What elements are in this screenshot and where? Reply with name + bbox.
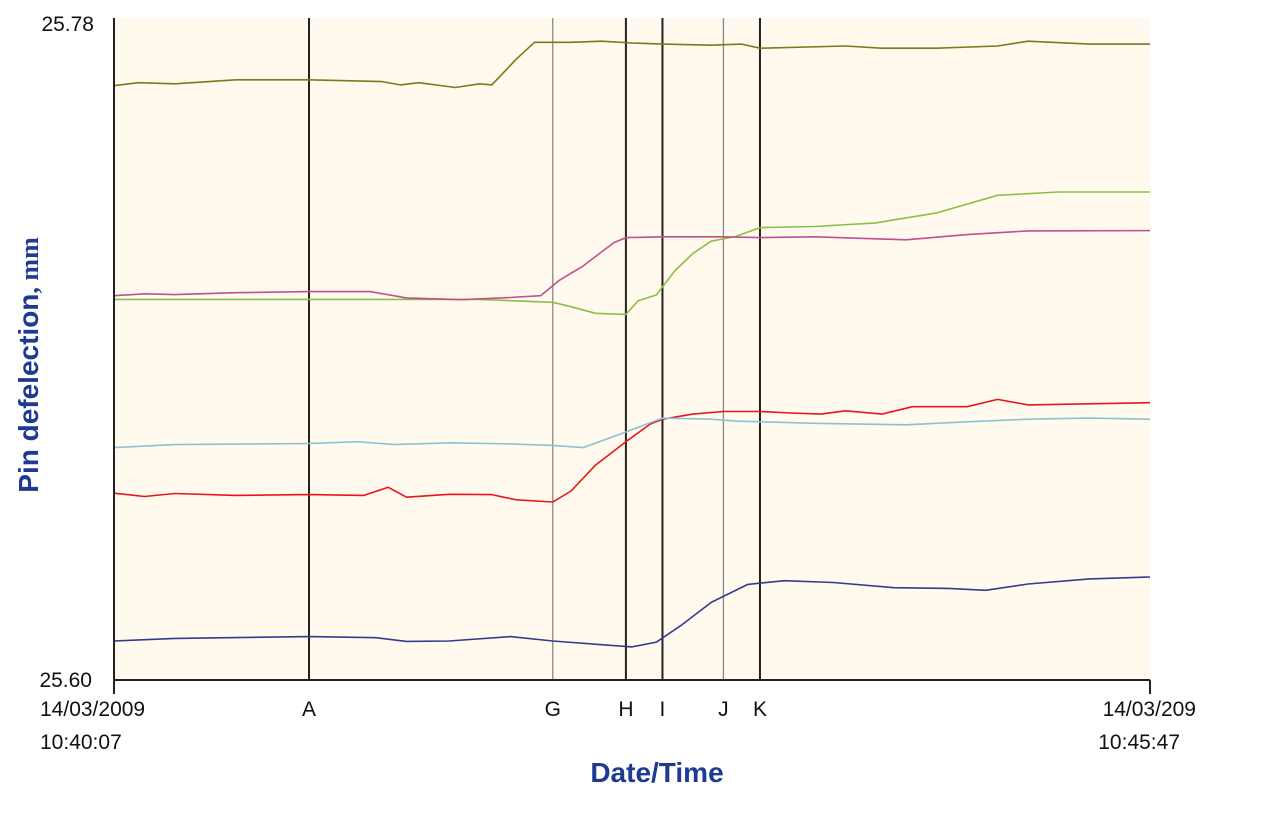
plot-background [114,18,1150,680]
series-line-1 [113,40,1150,89]
marker-label-h: H [618,698,633,721]
marker-label-j: J [718,698,729,721]
x-axis-title: Date/Time [590,757,723,788]
marker-label-a: A [302,698,316,721]
y-axis-title-main: Pin defelection [13,294,44,493]
y-axis-title-unit: , mm [15,237,44,294]
y-axis-title: Pin defelection, mm [13,237,44,493]
x-end-date: 14/03/209 [1103,698,1196,721]
marker-label-g: G [545,698,561,721]
x-start-date: 14/03/2009 [40,698,145,721]
y-tick-bottom: 25.60 [39,669,92,692]
x-start-time: 10:40:07 [40,731,122,754]
series-line-2 [114,191,1150,316]
x-end-time: 10:45:47 [1098,731,1180,754]
y-tick-top: 25.78 [41,13,94,36]
marker-lines [308,18,761,680]
series-line-5 [113,417,1151,449]
marker-label-k: K [753,698,767,721]
series-lines [113,40,1151,648]
series-line-6 [113,576,1151,648]
marker-label-i: I [660,698,666,721]
series-line-3 [113,229,1151,301]
series-line-4 [113,398,1151,503]
